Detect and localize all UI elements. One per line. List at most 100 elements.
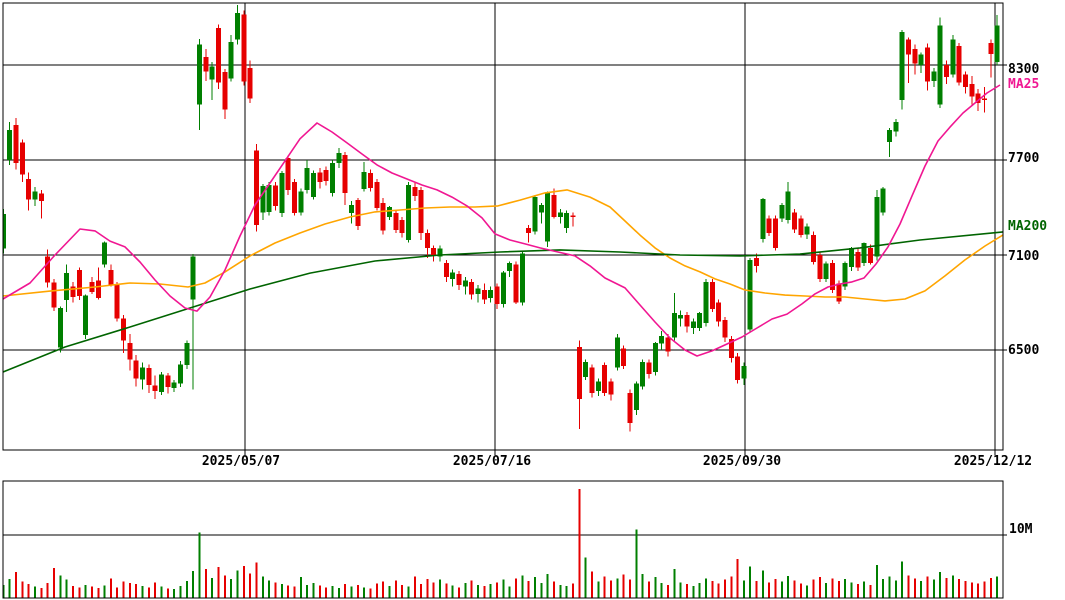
candle-body (614, 337, 620, 368)
candle-body (247, 68, 253, 99)
candle-body (178, 364, 184, 384)
candle-body (386, 207, 392, 217)
candle-body (235, 12, 241, 40)
candle-body (32, 191, 38, 200)
candle-body (905, 39, 911, 55)
candle-body (450, 272, 456, 279)
candle-body (621, 348, 627, 366)
candle-body (291, 182, 297, 213)
candle-body (962, 74, 968, 88)
candle-body (608, 381, 614, 395)
candle-body (57, 308, 63, 348)
candle-body (152, 385, 158, 392)
candle-body (855, 251, 861, 268)
candle-body (735, 356, 741, 381)
candle-body (209, 66, 215, 80)
ma25-legend-label: MA25 (1008, 77, 1040, 92)
candle-body (950, 39, 956, 75)
candle-body (254, 150, 259, 225)
volume-tick-label-10m: 10M (1009, 522, 1033, 537)
candle-body (507, 262, 513, 271)
candle-body (798, 218, 804, 236)
candle-body (83, 295, 89, 335)
candle-body (304, 167, 310, 190)
candle-body (481, 289, 487, 300)
candle-body (538, 205, 544, 213)
candle-body (190, 256, 196, 300)
candle-body (709, 281, 715, 309)
candle-body (576, 346, 582, 400)
candle-body (317, 172, 323, 183)
volume-panel-border (2, 480, 1004, 599)
candle-body (602, 365, 608, 393)
candle-body (874, 197, 880, 257)
candle-body (241, 14, 247, 82)
candle-body (741, 365, 747, 379)
candle-body (443, 263, 449, 278)
candle-body (849, 247, 855, 267)
candle-body (659, 335, 665, 344)
candle-body (361, 172, 367, 189)
candle-body (260, 186, 266, 213)
candle-body (975, 93, 981, 103)
candle-body (912, 49, 918, 64)
candle-body (323, 169, 329, 181)
ma200-line (2, 231, 1004, 373)
candle-body (70, 286, 76, 297)
x-tick-label-2025-12-12: 2025/12/12 (953, 454, 1033, 469)
candle-body (697, 312, 703, 328)
candle-body (298, 191, 304, 213)
candle-body (399, 220, 405, 233)
candle-body (969, 84, 975, 97)
price-tick-label-6500: 6500 (1008, 343, 1040, 358)
candle-body (633, 383, 639, 411)
candle-body (13, 125, 19, 164)
candle-body (747, 259, 753, 330)
candle-body (842, 262, 848, 287)
candle-series (3, 4, 1000, 432)
candle-body (918, 54, 924, 65)
candle-body (222, 72, 228, 110)
candle-body (127, 342, 133, 360)
candle-body (532, 197, 538, 232)
candle-body (943, 65, 949, 77)
candle-body (981, 98, 987, 100)
price-tick-label-7100: 7100 (1008, 249, 1040, 264)
volume-series (2, 489, 999, 598)
candle-body (418, 190, 424, 233)
candle-body (665, 337, 671, 352)
candle-body (690, 321, 696, 328)
candle-body (146, 368, 152, 385)
candle-body (38, 193, 44, 202)
candle-body (640, 361, 646, 387)
candle-body (785, 191, 791, 221)
candle-body (564, 213, 570, 229)
candle-body (3, 213, 6, 249)
candle-body (469, 281, 475, 295)
candle-body (133, 360, 139, 379)
candle-body (488, 289, 494, 298)
candle-body (595, 381, 601, 392)
candle-body (779, 205, 785, 219)
candle-body (228, 42, 234, 79)
candle-body (380, 202, 386, 231)
x-tick-label-2025-05-07: 2025/05/07 (201, 454, 281, 469)
candle-body (526, 228, 532, 233)
candle-body (272, 185, 278, 206)
candle-body (519, 253, 525, 303)
candle-body (45, 256, 51, 283)
candle-body (551, 194, 557, 217)
candle-body (716, 302, 722, 322)
candle-body (64, 273, 70, 301)
candle-body (475, 288, 481, 294)
candle-body (51, 282, 57, 308)
candle-body (728, 338, 734, 358)
x-tick-label-2025-09-30: 2025/09/30 (702, 454, 782, 469)
ma75-line (2, 189, 1004, 302)
candle-body (937, 25, 943, 105)
candle-body (773, 218, 779, 248)
candle-body (216, 27, 222, 83)
candle-body (108, 270, 114, 286)
candle-body (646, 362, 652, 374)
